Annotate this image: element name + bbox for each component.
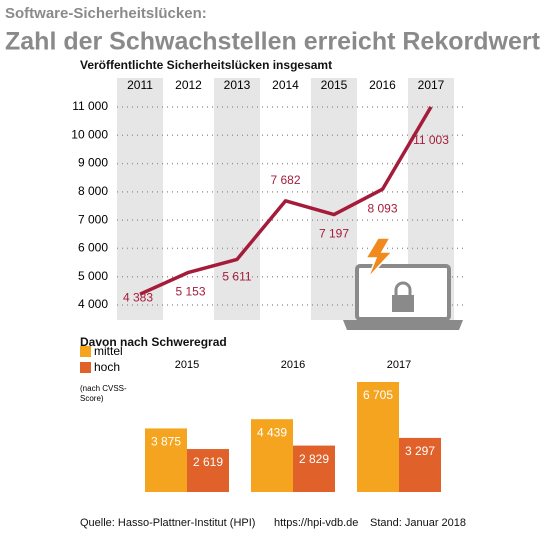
value-label: 8 093 [367,201,397,215]
x-tick-label: 2014 [272,78,299,92]
legend-label: mittel [94,344,123,358]
line-chart-title: Veröffentlichte Sicherheitslücken insges… [80,58,332,72]
bar [187,449,229,492]
x-tick-label: 2012 [175,78,202,92]
kicker: Software-Sicherheitslücken: [5,5,207,22]
lock-body [392,295,414,312]
legend-swatch [80,362,91,373]
y-tick-label: 11 000 [72,99,108,113]
legend-note: Score) [80,394,104,403]
lock-shackle [394,281,412,296]
legend-swatch [80,346,91,357]
bar [293,445,335,492]
x-tick-label: 2013 [224,78,251,92]
column-band [214,78,260,320]
y-tick-label: 9 000 [78,156,108,170]
value-label: 7 197 [319,227,349,241]
value-label: 11 003 [413,133,449,147]
legend-note: (nach CVSS- [80,384,127,393]
y-tick-label: 8 000 [78,184,108,198]
source: Quelle: Hasso-Plattner-Institut (HPI) [80,517,255,529]
bar-chart-title: Davon nach Schweregrad [80,335,227,349]
y-tick-label: 6 000 [78,241,108,255]
url: https://hpi-vdb.de [274,517,358,529]
laptop-icon [343,237,463,330]
value-label: 2 829 [299,452,329,466]
value-label: 2 619 [193,455,223,469]
laptop-screen [355,264,451,321]
column-band [117,78,163,320]
value-label: 7 682 [270,173,300,187]
x-tick-label: 2017 [418,78,445,92]
x-tick-label: 2016 [369,78,396,92]
bar-chart: 2015 3 875 2 619 2016 4 439 2 829 2017 6 705 3 2… [80,344,441,492]
legend-label: hoch [94,360,120,374]
lightning [364,237,394,279]
column-band [311,78,357,320]
x-tick-label: 2016 [281,359,305,371]
line [139,106,433,296]
value-label: 5 611 [222,270,251,284]
laptop-base [343,320,463,330]
bar [357,382,399,492]
x-tick-label: 2017 [387,359,411,371]
y-tick-label: 5 000 [78,269,108,283]
x-tick-label: 2015 [321,78,348,92]
x-tick-label: 2015 [175,359,199,371]
value-label: 6 705 [363,388,393,402]
main-title: Zahl der Schwachstellen erreicht Rekordw… [5,28,540,56]
y-tick-label: 7 000 [78,212,108,226]
y-tick-label: 10 000 [71,127,108,141]
x-tick-label: 2011 [127,78,153,92]
y-tick-label: 4 000 [78,297,108,311]
value-label: 3 875 [151,435,181,449]
value-label: 5 153 [175,285,205,299]
bar [251,419,293,492]
value-label: 4 383 [123,290,153,304]
bar [399,437,441,492]
value-label: 4 439 [257,425,287,439]
value-label: 3 297 [405,444,435,458]
date: Stand: Januar 2018 [370,517,466,529]
bar [145,428,187,492]
